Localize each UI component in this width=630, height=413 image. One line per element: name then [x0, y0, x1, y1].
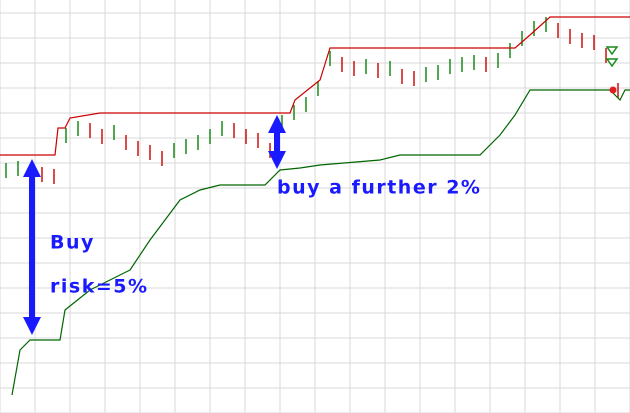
- annotation: buy a further 2%: [277, 177, 481, 199]
- signal-marker: [605, 46, 619, 68]
- indicator-line: [0, 16, 630, 156]
- annotation: risk=5%: [50, 276, 149, 298]
- annotation: Buy: [50, 232, 95, 254]
- plot-area: [0, 16, 630, 396]
- indicator-line: [11, 89, 630, 396]
- stop-marker: [609, 86, 617, 94]
